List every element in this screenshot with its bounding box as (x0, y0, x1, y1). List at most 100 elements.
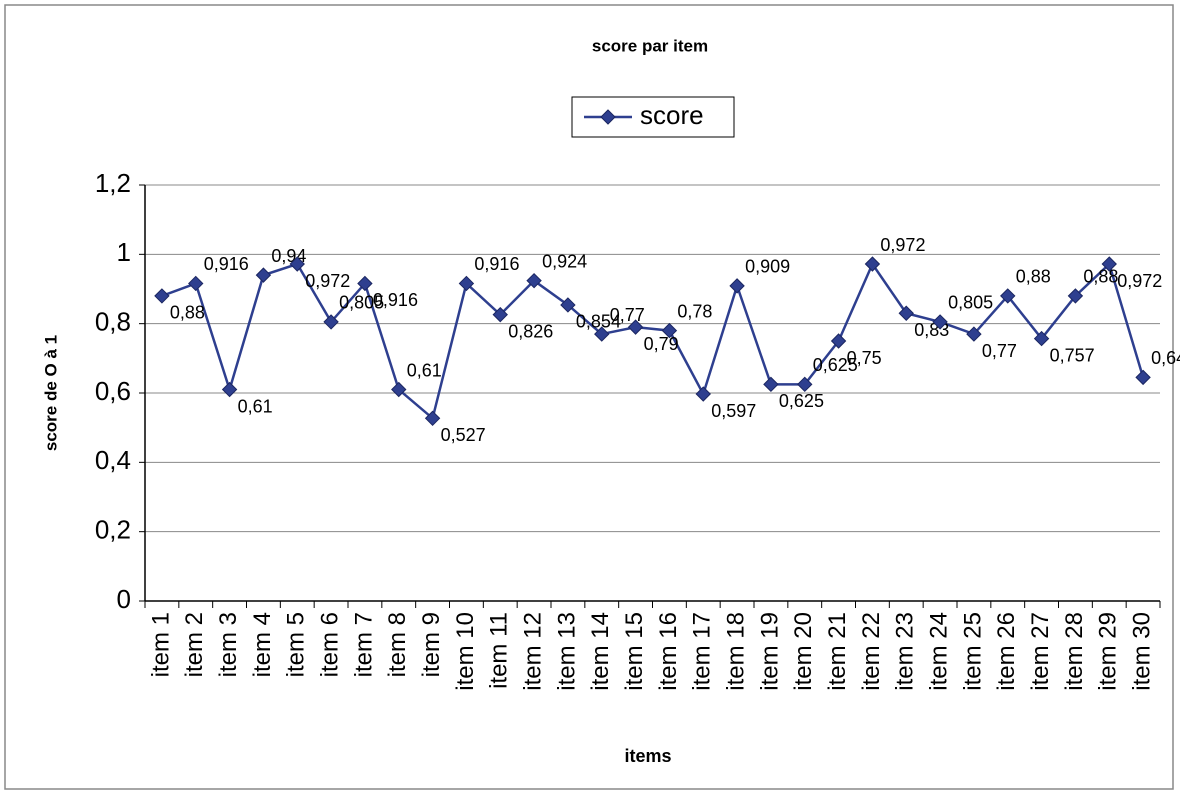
legend-label: score (640, 100, 704, 130)
marker (188, 275, 204, 292)
data-label: 0,79 (644, 334, 679, 354)
marker (1033, 330, 1050, 347)
chart-title: score par item (592, 36, 708, 55)
marker (932, 314, 948, 330)
y-tick-label: 0,8 (95, 307, 131, 337)
data-label: 0,61 (238, 396, 273, 416)
marker (830, 333, 847, 349)
marker (729, 278, 745, 294)
x-tick-label: item 24 (925, 612, 952, 691)
marker (594, 326, 610, 342)
data-label: 0,924 (542, 251, 587, 271)
x-tick-label: item 7 (350, 612, 377, 677)
marker (323, 314, 339, 330)
data-label: 0,625 (813, 355, 858, 375)
marker (627, 319, 644, 335)
x-tick-label: item 28 (1061, 612, 1088, 691)
x-tick-label: item 17 (689, 612, 716, 691)
marker (695, 386, 711, 402)
x-tick-label: item 10 (452, 612, 479, 691)
marker (221, 381, 238, 398)
x-tick-label: item 13 (553, 612, 580, 691)
data-label: 0,88 (170, 303, 205, 323)
series-line (161, 261, 1145, 421)
x-axis-label: items (624, 746, 671, 766)
x-tick-label: item 1 (147, 612, 174, 677)
marker (966, 326, 982, 342)
x-tick-label: item 5 (283, 612, 310, 677)
x-tick-label: item 29 (1095, 612, 1122, 691)
x-tick-label: item 16 (655, 612, 682, 691)
marker (255, 267, 272, 283)
x-tick-label: item 22 (858, 612, 885, 691)
x-tick-label: item 20 (790, 612, 817, 691)
x-tick-label: item 12 (519, 612, 546, 691)
x-tick-label: item 21 (824, 612, 851, 691)
marker (391, 381, 407, 398)
data-label: 0,77 (982, 341, 1017, 361)
marker (1101, 256, 1117, 272)
marker (1067, 288, 1084, 304)
data-label: 0,757 (1050, 345, 1095, 365)
marker (661, 322, 678, 339)
data-label: 0,972 (1117, 271, 1162, 291)
marker (458, 275, 475, 292)
y-tick-label: 1 (117, 237, 131, 267)
data-label: 0,77 (610, 305, 645, 325)
x-tick-label: item 25 (959, 612, 986, 691)
legend-marker (600, 109, 616, 125)
data-label: 0,972 (305, 271, 350, 291)
x-tick-label: item 4 (249, 612, 276, 677)
marker (154, 288, 170, 304)
data-label: 0,909 (745, 257, 790, 277)
data-label: 0,916 (204, 254, 249, 274)
marker (357, 275, 373, 292)
data-label: 0,916 (474, 254, 519, 274)
data-label: 0,854 (576, 312, 621, 332)
x-tick-label: item 11 (486, 612, 513, 689)
data-label: 0,972 (880, 235, 925, 255)
x-tick-label: item 27 (1027, 612, 1054, 691)
marker (289, 256, 305, 272)
marker (526, 272, 542, 289)
marker (424, 410, 441, 427)
x-tick-label: item 6 (316, 612, 343, 677)
data-label: 0,61 (407, 360, 442, 380)
x-tick-label: item 15 (621, 612, 648, 691)
y-tick-label: 0,6 (95, 376, 131, 406)
x-tick-label: item 30 (1128, 612, 1155, 691)
x-tick-label: item 14 (587, 612, 614, 691)
y-tick-label: 0,2 (95, 515, 131, 545)
marker (1000, 288, 1016, 304)
marker (1135, 369, 1151, 386)
y-tick-label: 1,2 (95, 168, 131, 198)
x-tick-label: item 19 (756, 612, 783, 691)
data-label: 0,527 (441, 425, 486, 445)
x-tick-label: item 8 (384, 612, 411, 677)
data-label: 0,88 (1016, 267, 1051, 287)
data-label: 0,916 (373, 290, 418, 310)
marker (864, 256, 881, 272)
data-label: 0,826 (508, 321, 553, 341)
x-tick-label: item 2 (181, 612, 208, 677)
marker (797, 376, 813, 393)
data-label: 0,597 (711, 401, 756, 421)
data-label: 0,75 (847, 348, 882, 368)
data-label: 0,805 (948, 293, 993, 313)
x-tick-label: item 3 (215, 612, 242, 677)
data-label: 0,78 (677, 301, 712, 321)
data-label: 0,805 (339, 293, 384, 313)
x-tick-label: item 26 (993, 612, 1020, 691)
y-axis-label: score de O à 1 (41, 335, 60, 451)
data-label: 0,625 (779, 391, 824, 411)
y-tick-label: 0,4 (95, 445, 131, 475)
marker (560, 297, 576, 313)
data-label: 0,88 (1083, 267, 1118, 287)
x-tick-label: item 23 (892, 612, 919, 691)
data-label: 0,645 (1151, 348, 1180, 368)
x-tick-label: item 9 (418, 612, 445, 677)
marker (898, 305, 914, 321)
marker (763, 376, 779, 393)
marker (492, 306, 508, 323)
